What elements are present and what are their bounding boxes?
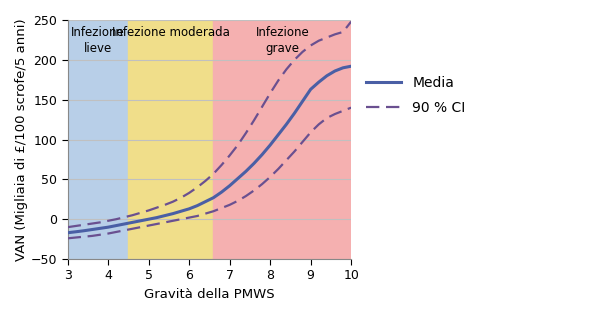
Bar <box>214 20 351 259</box>
Legend: Media, 90 % CI: Media, 90 % CI <box>361 70 471 120</box>
X-axis label: Gravità della PMWS: Gravità della PMWS <box>144 288 274 301</box>
Y-axis label: VAN (Migliaia di £/100 scrofe/5 anni): VAN (Migliaia di £/100 scrofe/5 anni) <box>15 18 28 261</box>
Text: Infezione
lieve: Infezione lieve <box>71 26 125 55</box>
Text: Infezione
grave: Infezione grave <box>256 26 309 55</box>
Bar <box>68 20 129 259</box>
Bar <box>129 20 214 259</box>
Text: Infezione moderada: Infezione moderada <box>112 26 230 40</box>
